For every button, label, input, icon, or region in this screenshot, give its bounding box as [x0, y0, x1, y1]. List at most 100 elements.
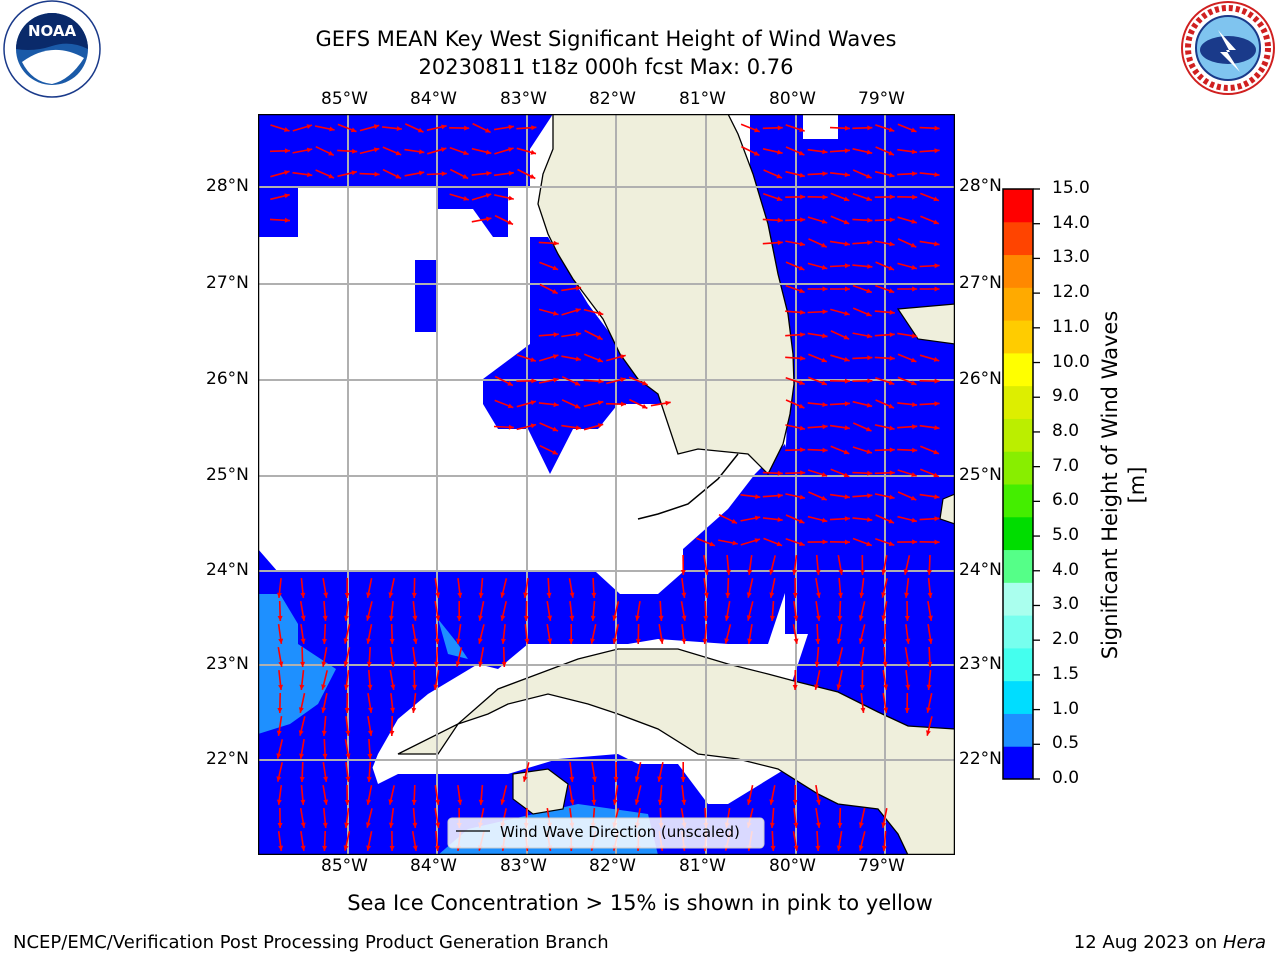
wind-wave-arrow-head [777, 493, 783, 499]
wind-wave-arrow-head [888, 541, 895, 546]
wind-wave-arrow-head [747, 638, 753, 644]
wind-wave-arrow-head [837, 615, 843, 621]
wind-wave-arrow-head [276, 592, 282, 598]
colorbar-tick-label: 1.5 [1052, 663, 1080, 684]
wind-wave-arrow-head [300, 638, 306, 644]
wind-wave-arrow-head [507, 219, 513, 225]
noaa-logo-text: NOAA [28, 22, 77, 40]
wind-wave-arrow-head [552, 265, 559, 271]
map-frame [258, 114, 955, 855]
wind-wave-arrow-head [912, 194, 918, 200]
wind-wave-arrow-head [366, 799, 372, 805]
wind-wave-arrow-head [822, 447, 828, 453]
wind-wave-arrow-head [569, 799, 575, 805]
wind-wave-arrow-head [822, 309, 828, 315]
wind-wave-arrow-head [888, 403, 894, 409]
wind-wave-arrow-head [613, 776, 619, 782]
wind-wave-arrow-head [933, 449, 939, 455]
wind-wave-arrow-head [322, 845, 328, 851]
colorbar-bin [1003, 713, 1033, 747]
wind-wave-arrow-head [389, 730, 395, 736]
wind-wave-arrow-head [278, 661, 284, 667]
wind-wave-arrow-head [657, 776, 663, 782]
wind-wave-arrow-head [665, 400, 671, 406]
lat-label-right: 28°N [959, 176, 1002, 196]
wind-wave-arrow-head [530, 357, 536, 362]
wind-wave-arrow-head [441, 171, 447, 177]
wind-wave-arrow-head [881, 845, 887, 851]
wind-wave-arrow-head [553, 332, 559, 338]
lon-label-top: 79°W [858, 89, 905, 109]
wind-wave-arrow-head [412, 684, 418, 690]
wind-wave-arrow-head [612, 638, 618, 644]
wind-wave-arrow-head [702, 638, 708, 644]
wind-wave-arrow-head [395, 150, 402, 156]
wind-wave-arrow-head [278, 845, 284, 851]
wind-wave-arrow-head [343, 661, 349, 667]
wind-wave-arrow-head [323, 592, 329, 598]
wind-wave-arrow-head [299, 753, 304, 759]
wind-wave-arrow-head [344, 800, 350, 805]
wind-wave-arrow-head [523, 615, 529, 621]
wind-wave-arrow-head [597, 335, 603, 340]
wind-wave-arrow-head [284, 170, 290, 175]
lon-label-top: 85°W [321, 89, 368, 109]
wind-wave-arrow-head [433, 684, 439, 690]
wind-wave-arrow-head [926, 569, 932, 575]
wind-wave-arrow-head [634, 776, 640, 782]
wind-wave-arrow-head [799, 288, 805, 293]
wind-wave-arrow-head [306, 147, 313, 153]
wind-wave-arrow-head [912, 171, 918, 177]
wind-wave-arrow-head [799, 541, 805, 546]
wind-wave-arrow-head [590, 615, 596, 621]
colorbar-tick-label: 0.5 [1052, 733, 1080, 754]
wind-wave-arrow-head [343, 845, 349, 851]
wind-wave-arrow-head [836, 638, 842, 644]
wind-wave-arrow-head [836, 845, 842, 851]
colorbar-tick-label: 14.0 [1052, 212, 1090, 233]
colorbar-bin [1003, 320, 1033, 354]
wind-wave-arrow-head [547, 615, 553, 621]
lon-label-top: 81°W [679, 89, 726, 109]
wind-wave-arrow-head [681, 592, 687, 598]
wind-wave-arrow-head [882, 661, 888, 667]
wind-wave-arrow-head [822, 402, 828, 407]
wind-wave-arrow-head [911, 517, 917, 523]
wind-wave-arrow-head [859, 592, 865, 598]
chart-title: GEFS MEAN Key West Significant Height of… [315, 27, 897, 51]
lon-label-bottom: 84°W [410, 856, 457, 876]
footer-host: Hera [1222, 932, 1266, 953]
wind-wave-arrow-head [746, 592, 752, 598]
wind-wave-arrow-head [815, 845, 821, 851]
wind-wave-arrow-head [844, 401, 850, 407]
wind-wave-arrow-head [792, 685, 798, 690]
wind-wave-arrow-head [366, 845, 372, 851]
map-plot: Wind Wave Direction (unscaled) [258, 114, 955, 855]
wind-wave-arrow-head [815, 822, 821, 828]
wind-wave-arrow-head [836, 684, 842, 690]
wind-wave-arrow-head [501, 661, 507, 667]
wind-wave-arrow-head [390, 661, 396, 667]
wind-wave-arrow-head [822, 194, 828, 200]
wave-region-south [258, 754, 955, 855]
wind-wave-arrow-head [522, 776, 528, 782]
wind-wave-arrow-head [792, 593, 798, 598]
wind-wave-arrow-head [321, 730, 327, 736]
wind-wave-arrow-head [298, 730, 304, 736]
wind-wave-arrow-head [911, 219, 917, 224]
wind-wave-arrow-head [800, 217, 806, 223]
wind-wave-arrow-head [417, 127, 424, 133]
wind-wave-arrow-head [777, 517, 783, 522]
wind-wave-arrow-head [844, 263, 850, 269]
wind-wave-arrow-head [703, 615, 709, 621]
wind-wave-arrow-head [889, 172, 895, 178]
wind-wave-arrow-head [531, 378, 537, 384]
wind-wave-arrow-head [306, 124, 312, 129]
wind-wave-arrow-head [769, 615, 775, 621]
lon-label-bottom: 85°W [321, 856, 368, 876]
wind-wave-arrow-head [709, 541, 715, 547]
wind-wave-arrow-head [776, 173, 782, 179]
wind-wave-arrow-head [933, 472, 939, 478]
wind-wave-arrow-head [388, 799, 394, 805]
cuba [397, 648, 955, 855]
